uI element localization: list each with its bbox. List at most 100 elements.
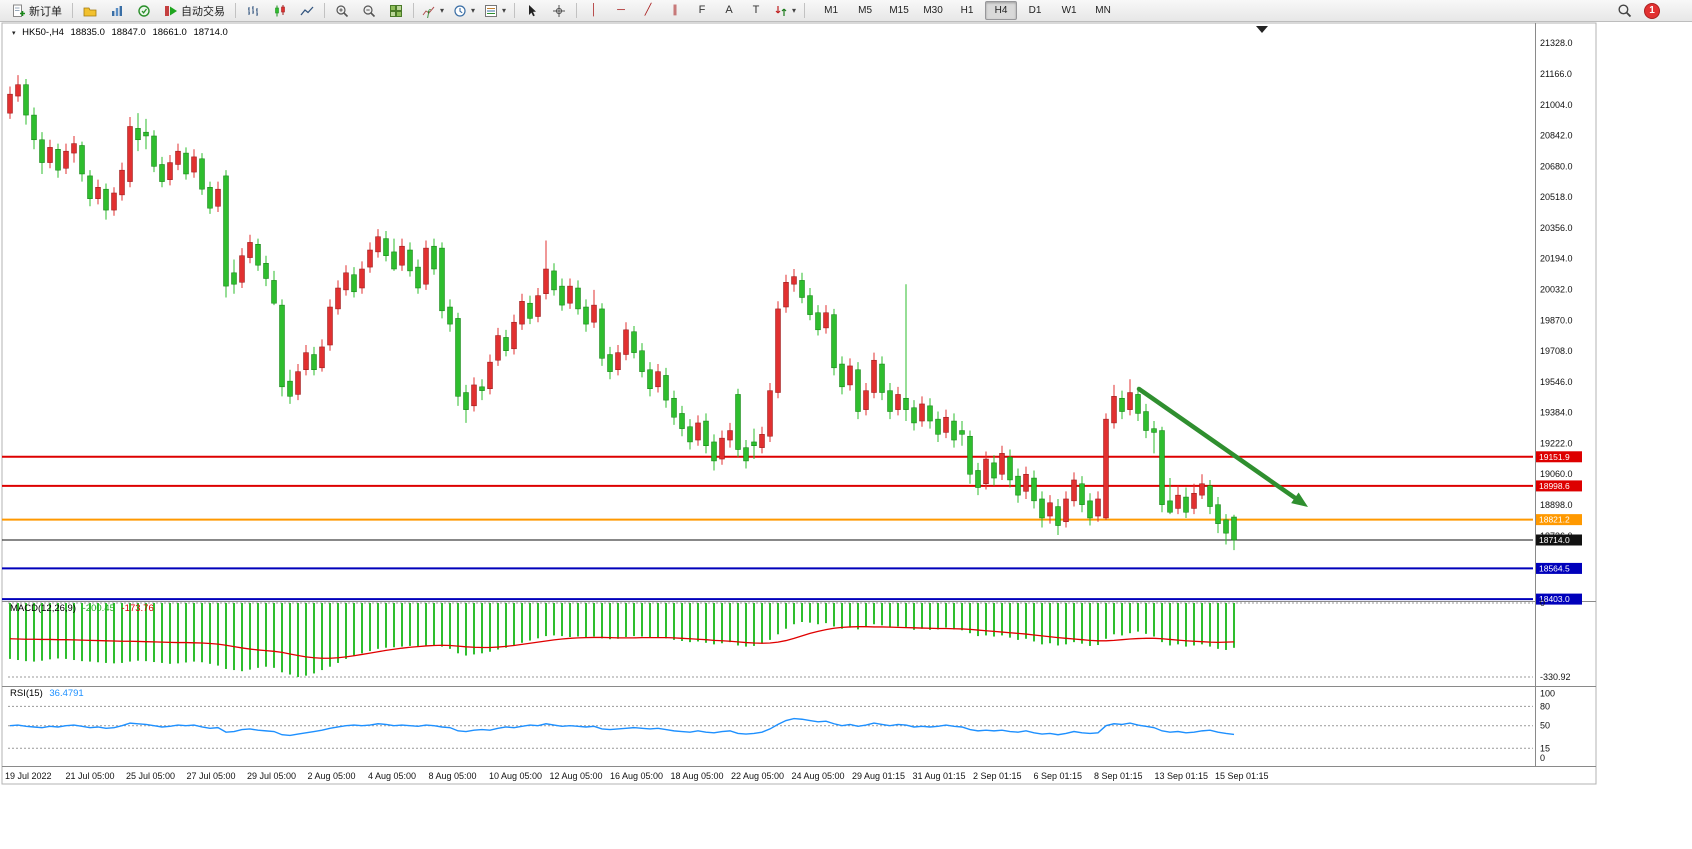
dropdown-arrow-icon: ▾ (471, 6, 476, 15)
bar-chart-icon (248, 5, 258, 16)
svg-text:2 Aug 05:00: 2 Aug 05:00 (308, 771, 356, 781)
price-marker-box (1536, 451, 1582, 463)
svg-text:20356.0: 20356.0 (1540, 223, 1573, 233)
svg-text:18564.5: 18564.5 (1539, 563, 1570, 573)
notification-badge[interactable]: 1 (1644, 2, 1660, 19)
svg-text:27 Jul 05:00: 27 Jul 05:00 (187, 771, 236, 781)
svg-text:6 Sep 01:15: 6 Sep 01:15 (1034, 771, 1083, 781)
low-value: 18661.0 (152, 27, 187, 38)
svg-text:18714.0: 18714.0 (1539, 535, 1570, 545)
cursor-button[interactable] (519, 1, 545, 21)
macd-panel: 0 -330.92 (8, 598, 1571, 682)
expand-arrow-icon[interactable]: ▾ (12, 30, 16, 37)
toolbar-separator (235, 3, 236, 18)
svg-text:100: 100 (1540, 688, 1555, 698)
fibonacci-button[interactable]: F (689, 1, 715, 21)
rsi-name: RSI(15) (10, 688, 43, 699)
svg-text:19546.0: 19546.0 (1540, 377, 1573, 387)
new-order-button[interactable]: 新订单 (6, 1, 68, 21)
indicators-icon: f (422, 6, 435, 18)
svg-text:19870.0: 19870.0 (1540, 315, 1573, 325)
templates-button[interactable]: ▾ (480, 1, 510, 21)
zoom-out-button[interactable] (356, 1, 382, 21)
timeframe-button-m1[interactable]: M1 (824, 5, 839, 16)
auto-trading-button[interactable]: 自动交易 (158, 1, 231, 21)
close-value: 18714.0 (193, 27, 228, 38)
toolbar-separator (576, 3, 578, 18)
line-chart-button[interactable] (294, 1, 320, 21)
svg-text:0: 0 (1540, 598, 1545, 608)
arrows-tool-icon (775, 5, 787, 16)
zoom-in-button[interactable] (329, 1, 355, 21)
timeframe-button-mn[interactable]: MN (1095, 5, 1111, 16)
auto-trading-label: 自动交易 (181, 5, 225, 18)
channel-icon: ∥ (672, 4, 678, 16)
crosshair-button[interactable] (546, 1, 572, 21)
svg-text:21166.0: 21166.0 (1540, 69, 1572, 79)
macd-main-value: -200.45 (82, 603, 115, 614)
timeframe-button-h1[interactable]: H1 (960, 5, 974, 16)
market-watch-button[interactable] (104, 1, 130, 21)
price-axis-labels: 21328.0 21166.0 21004.0 20842.0 20680.0 20518… (1540, 38, 1573, 541)
vertical-line-icon: │ (590, 4, 598, 16)
trend-arrow[interactable] (1136, 386, 1308, 507)
rsi-label: RSI(15) 36.4791 (10, 688, 88, 699)
svg-text:19151.9: 19151.9 (1539, 452, 1570, 462)
text-label-button[interactable]: T (743, 1, 769, 21)
svg-text:2 Sep 01:15: 2 Sep 01:15 (973, 771, 1022, 781)
trendline-button[interactable]: ╱ (635, 1, 661, 21)
search-icon (1617, 4, 1631, 18)
toolbar-separator (413, 3, 414, 18)
timeframe-button-h4[interactable]: H4 (985, 1, 1018, 20)
navigator-button[interactable] (131, 1, 157, 21)
timeframe-button-m15[interactable]: M15 (889, 5, 909, 16)
timeframe-button-m5[interactable]: M5 (858, 5, 873, 16)
chart-title: ▾ HK50-,H4 18835.0 18847.0 18661.0 18714… (12, 27, 232, 38)
periods-button[interactable]: ▾ (449, 1, 479, 21)
svg-text:29 Aug 01:15: 29 Aug 01:15 (852, 771, 905, 781)
svg-text:31 Aug 01:15: 31 Aug 01:15 (913, 771, 966, 781)
svg-text:19 Jul 2022: 19 Jul 2022 (5, 771, 52, 781)
channel-button[interactable]: ∥ (662, 1, 688, 21)
profiles-button[interactable] (77, 1, 103, 21)
toolbar-separator (72, 3, 73, 18)
timeframe-button-w1[interactable]: W1 (1061, 5, 1077, 16)
arrows-tool-button[interactable]: ▾ (770, 1, 800, 21)
chart-shift-marker-icon[interactable] (1256, 26, 1268, 33)
zoom-out-icon (363, 4, 376, 17)
svg-text:20032.0: 20032.0 (1540, 285, 1573, 295)
bar-chart-button[interactable] (240, 1, 266, 21)
candles-layer (7, 75, 1237, 551)
timeframe-button-d1[interactable]: D1 (1028, 5, 1042, 16)
svg-text:18403.0: 18403.0 (1539, 594, 1570, 604)
candlestick-chart-button[interactable] (267, 1, 293, 21)
new-order-label: 新订单 (29, 5, 62, 18)
indicators-button[interactable]: f ▾ (418, 1, 448, 21)
profiles-icon (83, 7, 97, 16)
navigator-icon (138, 4, 150, 17)
svg-text:19060.0: 19060.0 (1540, 469, 1573, 479)
text-tool-button[interactable]: A (716, 1, 742, 21)
search-button[interactable] (1611, 1, 1637, 21)
text-tool-icon: A (725, 4, 733, 16)
svg-text:16 Aug 05:00: 16 Aug 05:00 (610, 771, 663, 781)
time-axis[interactable]: 19 Jul 2022 21 Jul 05:00 25 Jul 05:00 27 Ju… (5, 771, 1269, 781)
macd-signal-line (9, 626, 1235, 659)
macd-label: MACD(12,26,9) -200.45 -173.76 (10, 603, 158, 614)
templates-icon (485, 4, 498, 17)
svg-text:12 Aug 05:00: 12 Aug 05:00 (550, 771, 603, 781)
horizontal-line-button[interactable]: ─ (608, 1, 634, 21)
trendline-icon: ╱ (644, 4, 652, 16)
toolbar-separator (514, 3, 516, 18)
rsi-value: 36.4791 (49, 688, 84, 699)
svg-text:25 Jul 05:00: 25 Jul 05:00 (126, 771, 175, 781)
vertical-line-button[interactable]: │ (581, 1, 607, 21)
price-marker-box (1536, 480, 1582, 492)
svg-text:18998.6: 18998.6 (1539, 481, 1570, 491)
horizontal-line-icon: ─ (617, 4, 625, 16)
svg-text:8 Sep 01:15: 8 Sep 01:15 (1094, 771, 1143, 781)
timeframe-button-m30[interactable]: M30 (923, 5, 943, 16)
macd-name: MACD(12,26,9) (10, 603, 76, 614)
tile-windows-button[interactable] (383, 1, 409, 21)
